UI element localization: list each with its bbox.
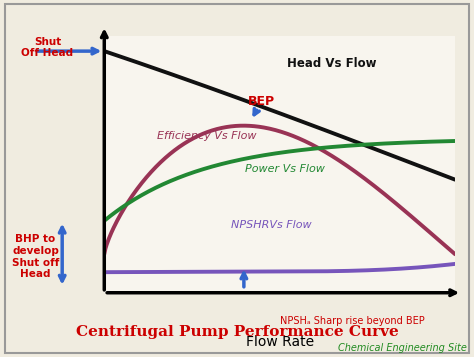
Text: BEP: BEP [247, 95, 274, 108]
Text: Efficiency Vs Flow: Efficiency Vs Flow [157, 131, 256, 141]
Text: Flow Rate: Flow Rate [246, 335, 314, 348]
Text: Centrifugal Pump Performance Curve: Centrifugal Pump Performance Curve [76, 325, 398, 339]
Text: Shut
Off Head: Shut Off Head [21, 37, 73, 58]
Text: NPSHRVs Flow: NPSHRVs Flow [230, 221, 311, 231]
Text: Power Vs Flow: Power Vs Flow [245, 164, 325, 174]
Text: Chemical Engineering Site: Chemical Engineering Site [338, 343, 467, 353]
Text: BHP to
develop
Shut off
Head: BHP to develop Shut off Head [12, 234, 59, 279]
Text: NPSHₐ Sharp rise beyond BEP: NPSHₐ Sharp rise beyond BEP [280, 316, 424, 326]
Text: Head Vs Flow: Head Vs Flow [287, 56, 376, 70]
